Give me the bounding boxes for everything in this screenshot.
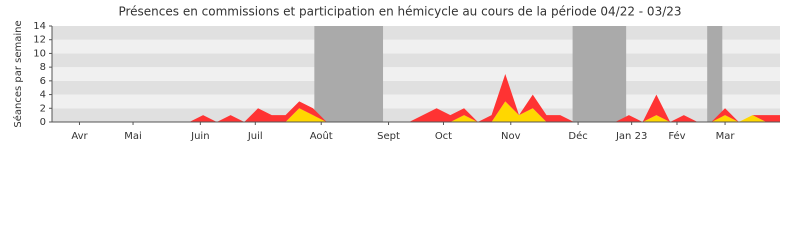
x-tick-label: Mai (124, 131, 142, 142)
grid-band (52, 53, 780, 68)
x-tick-label: Juin (190, 131, 209, 142)
grid-band (52, 39, 780, 54)
y-axis-label: Séances par semaine (12, 20, 24, 127)
y-tick-label: 8 (40, 62, 46, 73)
grid-band (52, 26, 780, 40)
x-tick-label: Déc (568, 130, 587, 142)
x-tick-label: Sept (377, 131, 400, 142)
recess-band (572, 26, 627, 122)
x-tick-label: Août (310, 130, 333, 142)
x-tick-label: Jan 23 (615, 131, 647, 142)
x-tick-label: Oct (435, 131, 452, 142)
grid-band (52, 80, 780, 95)
x-tick-label: Fév (668, 130, 685, 142)
x-tick-label: Avr (71, 131, 88, 142)
recess-band (314, 26, 384, 122)
y-tick-label: 12 (33, 35, 46, 46)
chart: Présences en commissions et participatio… (12, 5, 780, 142)
y-tick-label: 10 (33, 48, 46, 59)
x-tick-label: Nov (501, 131, 521, 142)
x-tick-label: Mar (716, 131, 736, 142)
grid-band (52, 67, 780, 81)
y-tick-label: 6 (40, 76, 46, 87)
y-tick-label: 2 (40, 103, 46, 114)
grid-band (52, 94, 780, 109)
x-tick-label: Juil (247, 131, 263, 142)
y-tick-label: 0 (40, 117, 46, 128)
chart-title: Présences en commissions et participatio… (118, 5, 681, 19)
y-tick-label: 4 (40, 90, 46, 101)
y-tick-label: 14 (33, 21, 46, 32)
recess-band (707, 26, 723, 122)
